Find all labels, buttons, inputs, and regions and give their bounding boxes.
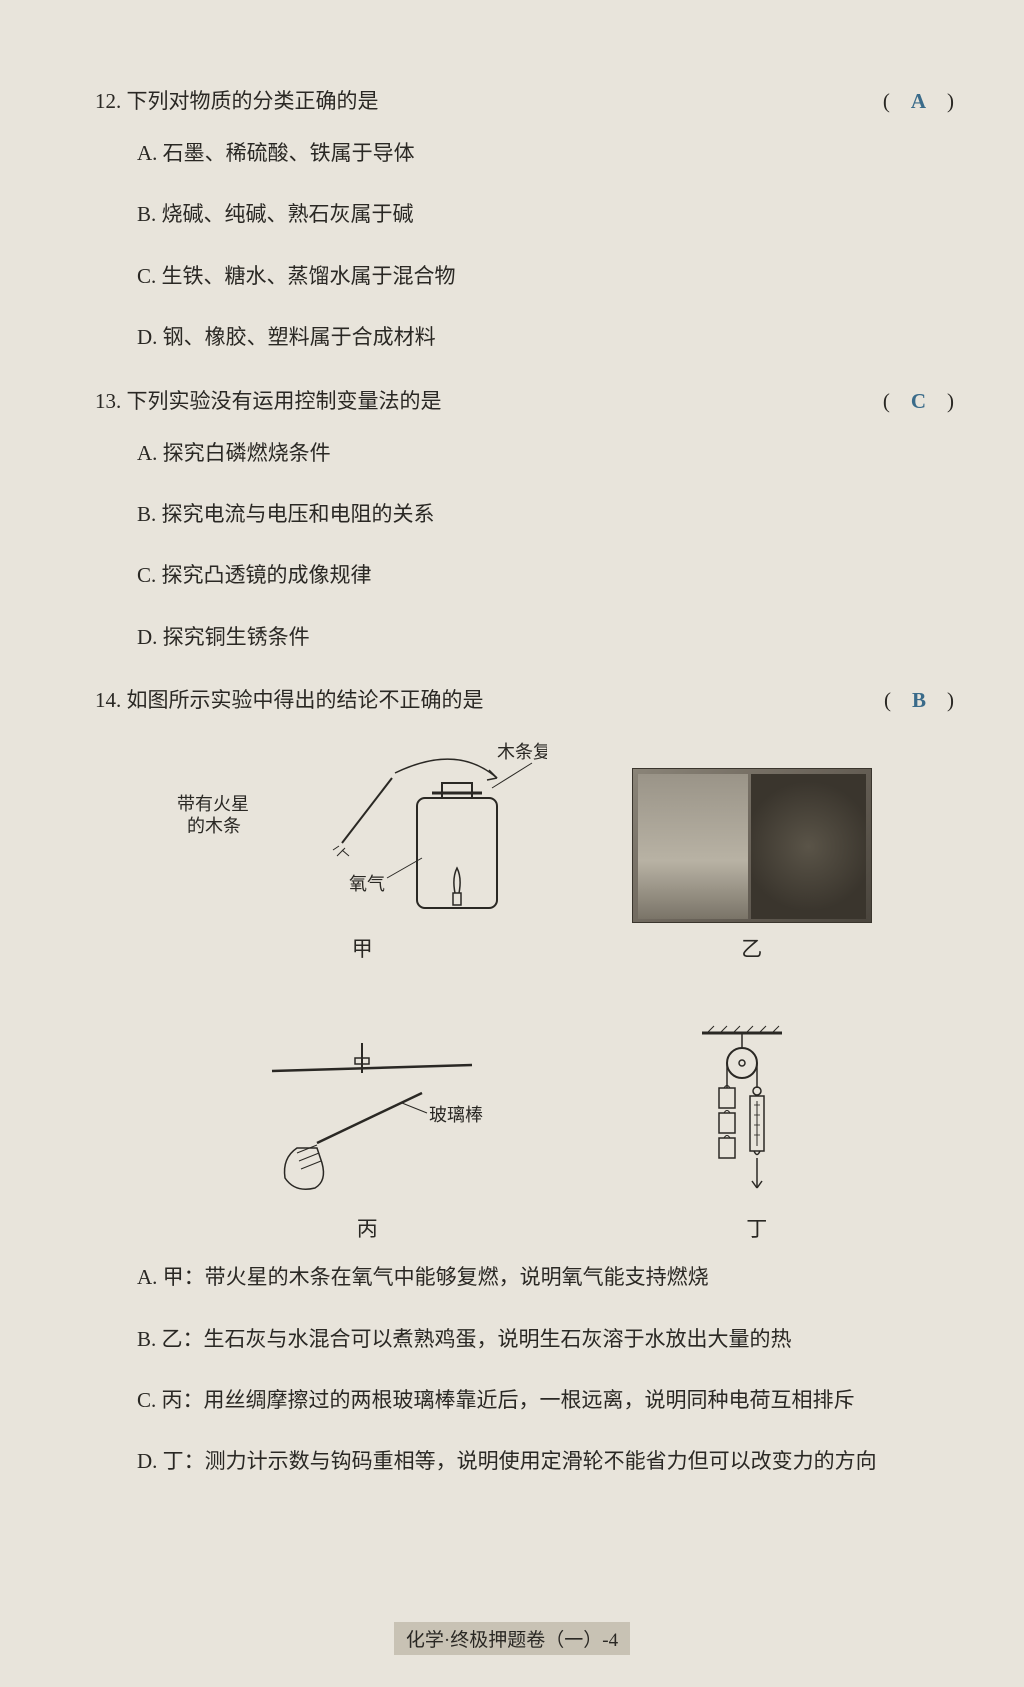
splint-label-line1: 带有火星 — [177, 794, 249, 814]
photo-left — [638, 774, 748, 919]
question-text: 14. 如图所示实验中得出的结论不正确的是 — [95, 684, 484, 714]
option-c: C. 生铁、糖水、蒸馏水属于混合物 — [137, 262, 954, 291]
question-12: 12. 下列对物质的分类正确的是 ( A ) A. 石墨、稀硫酸、铁属于导体 B… — [95, 85, 954, 353]
diagram-jia-svg: 带有火星 的木条 木条复燃 氧气 — [177, 738, 547, 923]
answer-bracket: ( C ) — [883, 385, 954, 415]
rod-label: 玻璃棒 — [429, 1105, 483, 1125]
photo-yi — [632, 768, 872, 923]
diagram-ding-svg — [692, 1023, 822, 1203]
option-d: D. 钢、橡胶、塑料属于合成材料 — [137, 323, 954, 352]
question-stem: 如图所示实验中得出的结论不正确的是 — [127, 688, 484, 712]
diagram-label-bing: 丙 — [357, 1213, 378, 1243]
answer-letter: C — [911, 389, 926, 413]
page-footer: 化学·终极押题卷（一）-4 — [0, 1622, 1024, 1655]
question-header: 12. 下列对物质的分类正确的是 ( A ) — [95, 85, 954, 115]
diagram-bing-svg: 玻璃棒 — [227, 1033, 507, 1203]
question-13: 13. 下列实验没有运用控制变量法的是 ( C ) A. 探究白磷燃烧条件 B.… — [95, 385, 954, 653]
question-text: 13. 下列实验没有运用控制变量法的是 — [95, 385, 442, 415]
splint-label-line2: 的木条 — [187, 816, 241, 836]
revive-label: 木条复燃 — [497, 742, 547, 762]
diagram-yi: 乙 — [632, 768, 872, 963]
option-c: C. 丙：用丝绸摩擦过的两根玻璃棒靠近后，一根远离，说明同种电荷互相排斥 — [137, 1386, 954, 1415]
diagram-jia: 带有火星 的木条 木条复燃 氧气 甲 — [177, 738, 547, 963]
question-14: 14. 如图所示实验中得出的结论不正确的是 ( B ) — [95, 684, 954, 1477]
option-b: B. 乙：生石灰与水混合可以煮熟鸡蛋，说明生石灰溶于水放出大量的热 — [137, 1325, 954, 1354]
diagram-label-jia: 甲 — [352, 933, 373, 963]
option-d: D. 丁：测力计示数与钩码重相等，说明使用定滑轮不能省力但可以改变力的方向 — [137, 1447, 954, 1476]
q14-options: A. 甲：带火星的木条在氧气中能够复燃，说明氧气能支持燃烧 B. 乙：生石灰与水… — [95, 1263, 954, 1477]
diagram-label-ding: 丁 — [746, 1213, 767, 1243]
question-number: 12. — [95, 89, 121, 113]
question-number: 14. — [95, 688, 121, 712]
oxygen-label: 氧气 — [349, 874, 385, 894]
question-header: 14. 如图所示实验中得出的结论不正确的是 ( B ) — [95, 684, 954, 714]
diagram-bing: 玻璃棒 丙 — [227, 1033, 507, 1243]
diagram-ding: 丁 — [692, 1023, 822, 1243]
diagrams-row-2: 玻璃棒 丙 — [135, 1023, 914, 1243]
question-text: 12. 下列对物质的分类正确的是 — [95, 85, 379, 115]
option-b: B. 探究电流与电压和电阻的关系 — [137, 500, 954, 529]
option-d: D. 探究铜生锈条件 — [137, 623, 954, 652]
option-a: A. 石墨、稀硫酸、铁属于导体 — [137, 139, 954, 168]
footer-text: 化学·终极押题卷（一）-4 — [394, 1622, 630, 1655]
answer-letter: A — [911, 89, 926, 113]
option-b: B. 烧碱、纯碱、熟石灰属于碱 — [137, 200, 954, 229]
option-a: A. 甲：带火星的木条在氧气中能够复燃，说明氧气能支持燃烧 — [137, 1263, 954, 1292]
question-header: 13. 下列实验没有运用控制变量法的是 ( C ) — [95, 385, 954, 415]
question-stem: 下列对物质的分类正确的是 — [127, 89, 379, 113]
diagrams-row-1: 带有火星 的木条 木条复燃 氧气 甲 乙 — [135, 738, 914, 963]
question-number: 13. — [95, 389, 121, 413]
option-c: C. 探究凸透镜的成像规律 — [137, 561, 954, 590]
answer-letter: B — [912, 688, 926, 712]
question-stem: 下列实验没有运用控制变量法的是 — [127, 389, 442, 413]
answer-bracket: ( A ) — [883, 85, 954, 115]
diagram-label-yi: 乙 — [741, 933, 762, 963]
answer-bracket: ( B ) — [884, 684, 954, 714]
option-a: A. 探究白磷燃烧条件 — [137, 439, 954, 468]
options-list: A. 石墨、稀硫酸、铁属于导体 B. 烧碱、纯碱、熟石灰属于碱 C. 生铁、糖水… — [95, 139, 954, 353]
options-list: A. 探究白磷燃烧条件 B. 探究电流与电压和电阻的关系 C. 探究凸透镜的成像… — [95, 439, 954, 653]
photo-right — [751, 774, 866, 919]
